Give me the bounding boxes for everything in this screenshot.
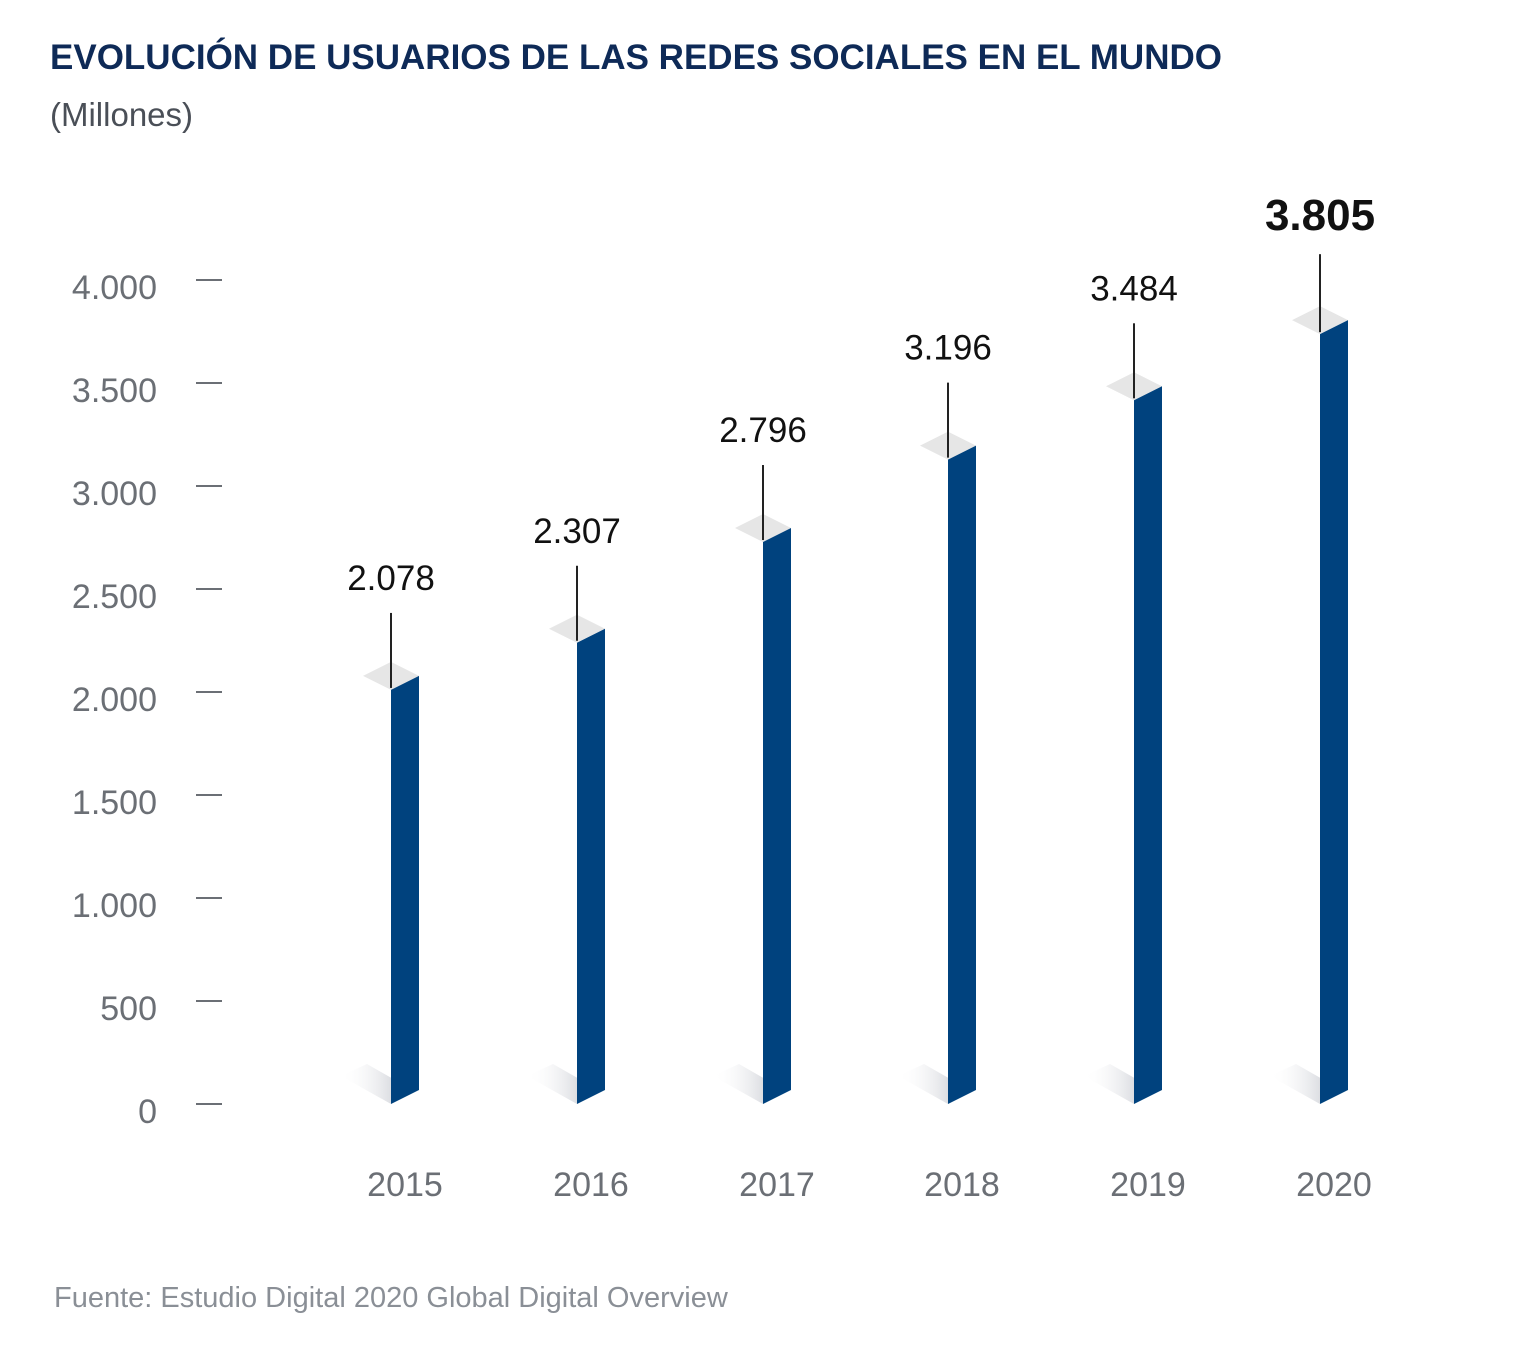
chart-subtitle: (Millones) — [50, 96, 194, 133]
bar-base-shadow — [713, 1064, 767, 1104]
y-tick-label: 2.500 — [72, 578, 157, 616]
x-tick-label: 2019 — [1110, 1166, 1186, 1204]
bar — [948, 445, 976, 1104]
x-tick-label: 2016 — [553, 1166, 629, 1204]
bar-base-shadow — [898, 1064, 952, 1104]
bar-base-shadow — [1084, 1064, 1138, 1104]
value-label: 2.307 — [533, 512, 621, 551]
value-label: 3.484 — [1090, 269, 1178, 308]
source-note: Fuente: Estudio Digital 2020 Global Digi… — [54, 1282, 728, 1314]
value-label: 3.196 — [904, 329, 992, 368]
y-tick-label: 500 — [100, 990, 157, 1028]
x-tick-label: 2018 — [924, 1166, 1000, 1204]
x-tick-label: 2020 — [1296, 1166, 1372, 1204]
bar — [1134, 386, 1162, 1104]
value-label: 3.805 — [1265, 191, 1375, 240]
chart-title: EVOLUCIÓN DE USUARIOS DE LAS REDES SOCIA… — [50, 38, 1222, 77]
y-tick-label: 3.500 — [72, 372, 157, 410]
y-tick-label: 3.000 — [72, 475, 157, 513]
bar-base-shadow — [527, 1064, 581, 1104]
bar — [763, 528, 791, 1104]
x-tick-label: 2015 — [367, 1166, 443, 1204]
y-tick-label: 2.000 — [72, 681, 157, 719]
value-label: 2.796 — [719, 411, 807, 450]
y-tick-label: 4.000 — [72, 269, 157, 307]
value-label: 2.078 — [347, 559, 435, 598]
bar — [391, 675, 419, 1104]
bar-base-shadow — [1270, 1064, 1324, 1104]
y-tick-label: 1.500 — [72, 784, 157, 822]
bar — [1320, 320, 1348, 1104]
y-tick-label: 1.000 — [72, 887, 157, 925]
x-tick-label: 2017 — [739, 1166, 815, 1204]
y-tick-label: 0 — [138, 1093, 157, 1131]
bar-base-shadow — [341, 1064, 395, 1104]
bar — [577, 628, 605, 1104]
